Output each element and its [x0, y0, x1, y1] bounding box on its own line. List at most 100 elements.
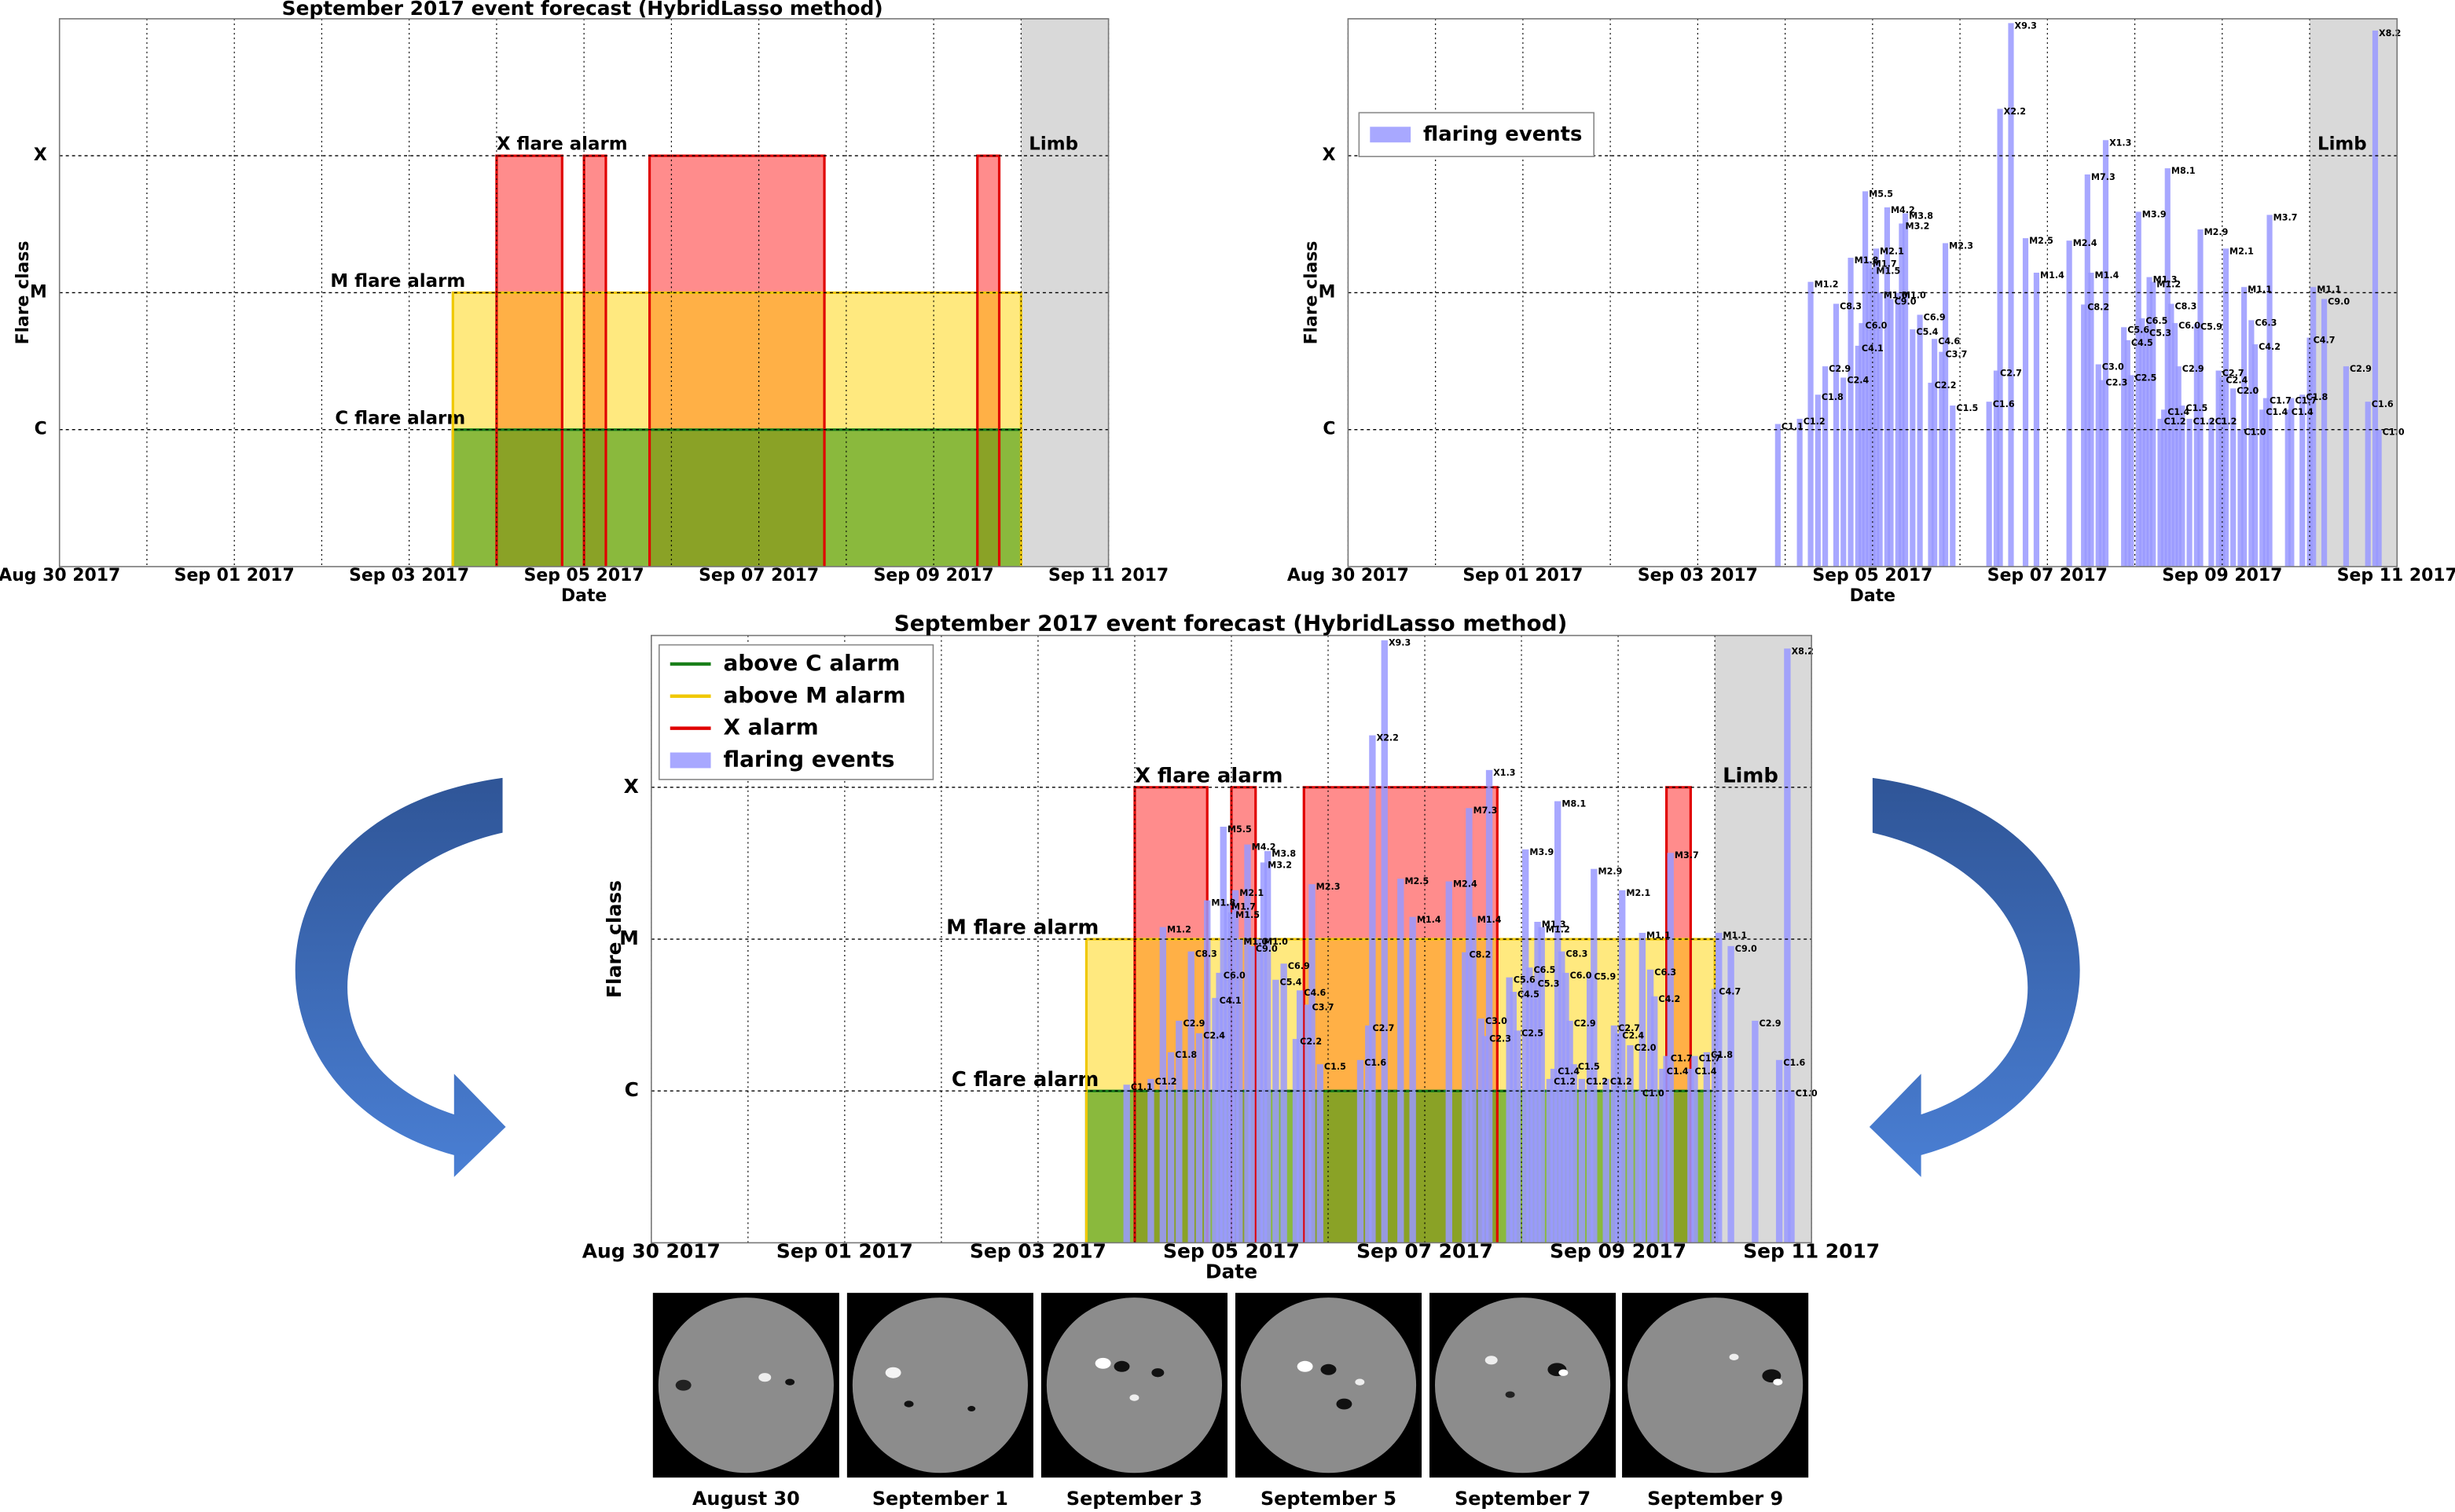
flare-label: C2.3 — [1489, 1033, 1511, 1044]
alarm-label: M flare alarm — [946, 916, 1099, 940]
flare-label: X1.3 — [2109, 138, 2131, 148]
flare-bar — [1244, 844, 1251, 1243]
flare-label: C6.0 — [1866, 321, 1888, 331]
flare-bar — [1950, 406, 1956, 567]
flare-bar — [1997, 108, 2003, 567]
flare-bar — [2241, 287, 2248, 567]
plot-border — [651, 634, 1812, 1244]
flare-bar — [1187, 951, 1194, 1243]
flare-label: X9.3 — [2015, 20, 2037, 31]
image-caption: September 7 — [1455, 1488, 1591, 1510]
flare-bar — [2088, 272, 2094, 567]
flare-label: M5.5 — [1869, 189, 1893, 199]
flare-label: M5.5 — [1228, 824, 1252, 835]
flare-label: M3.9 — [1529, 847, 1554, 857]
flare-label: M7.3 — [2091, 172, 2116, 182]
flare-label: C3.7 — [1312, 1002, 1334, 1012]
flare-bar — [2299, 395, 2306, 567]
x-tick-label: Sep 07 2017 — [1356, 1239, 1493, 1262]
flare-bar — [2175, 366, 2182, 567]
alarm-label: M flare alarm — [330, 271, 465, 292]
x-axis-label: Date — [1205, 1260, 1257, 1283]
flare-bar — [1986, 402, 1992, 567]
flare-label: C2.9 — [1574, 1018, 1596, 1029]
legend-swatch — [670, 752, 711, 769]
flare-label: M3.8 — [1272, 849, 1296, 859]
flare-label: M1.8 — [1211, 898, 1235, 908]
flare-label: M2.5 — [1404, 876, 1429, 886]
flare-bar — [1554, 801, 1561, 1243]
flare-label: C1.1 — [1131, 1082, 1153, 1092]
flare-bar — [1815, 395, 1821, 567]
flare-bar — [1866, 261, 1872, 567]
flare-label: C9.0 — [1256, 944, 1278, 954]
y-tick-label: M — [619, 927, 639, 949]
limb-label: Limb — [2317, 134, 2367, 155]
flare-label: C6.9 — [1924, 313, 1946, 323]
flare-bar — [1316, 1064, 1323, 1243]
magnetogram-region — [885, 1367, 901, 1378]
flare-label: C3.7 — [1945, 350, 1967, 360]
flare-label: C4.7 — [2314, 336, 2336, 346]
flare-bar — [1546, 1078, 1554, 1243]
flare-label: C8.3 — [2174, 302, 2196, 312]
flare-label: C2.7 — [2000, 369, 2022, 379]
flare-label: M2.1 — [1239, 888, 1264, 898]
flare-bar — [1506, 977, 1513, 1243]
x-tick-label: Sep 01 2017 — [174, 566, 295, 585]
flare-bar — [1840, 377, 1847, 567]
flare-bar — [1591, 868, 1598, 1243]
flare-bar — [1477, 1018, 1484, 1243]
flare-bar — [1602, 1078, 1609, 1243]
flare-label: C1.0 — [1642, 1088, 1664, 1099]
flare-bar — [1873, 248, 1880, 567]
flare-bar — [2310, 287, 2317, 567]
flare-bar — [1942, 243, 1949, 567]
flare-label: M3.2 — [1268, 860, 1292, 870]
flare-bar — [1848, 257, 1854, 567]
flare-bar — [2022, 238, 2029, 567]
flare-bar — [1272, 979, 1279, 1243]
magnetogram-region — [1558, 1369, 1569, 1376]
image-caption: September 5 — [1261, 1488, 1396, 1510]
y-tick-label: X — [624, 775, 639, 798]
flare-bar — [1619, 890, 1626, 1243]
flare-label: M2.1 — [2229, 246, 2254, 256]
flare-bar — [1470, 916, 1477, 1243]
magnetogram-region — [904, 1400, 914, 1407]
flare-label: C4.5 — [1517, 989, 1539, 1000]
flare-bar — [1514, 1030, 1521, 1243]
x-tick-label: Sep 01 2017 — [1462, 566, 1583, 585]
alarm-label: C flare alarm — [335, 408, 465, 428]
flare-label: C2.0 — [1635, 1043, 1657, 1053]
flare-bar — [1716, 933, 1723, 1243]
magnetogram-disc — [658, 1297, 834, 1473]
magnetogram-region — [967, 1406, 976, 1412]
flare-bar — [2033, 272, 2040, 567]
flare-bar — [1123, 1084, 1130, 1243]
flare-label: C9.0 — [1895, 296, 1917, 306]
flare-bar — [1526, 967, 1533, 1243]
flare-label: M1.4 — [2095, 270, 2119, 281]
flare-bar — [2259, 409, 2266, 567]
x-axis-label: Date — [561, 586, 607, 606]
x-tick-label: Sep 09 2017 — [874, 566, 994, 585]
flare-bar — [1204, 900, 1211, 1243]
flare-bar — [1902, 213, 1909, 567]
flare-bar — [1462, 952, 1469, 1243]
flare-bar — [1485, 769, 1493, 1243]
x-tick-label: Aug 30 2017 — [0, 566, 120, 585]
flare-bar — [2219, 377, 2226, 567]
flare-bar — [2102, 140, 2109, 567]
flare-label: C4.2 — [2259, 342, 2281, 352]
image-caption: September 3 — [1066, 1488, 1202, 1510]
flare-label: M1.5 — [1235, 910, 1260, 920]
flare-label: C1.6 — [1364, 1058, 1386, 1068]
flare-label: C1.0 — [1796, 1088, 1818, 1099]
flare-bar — [1646, 969, 1654, 1243]
flare-label: C5.4 — [1280, 978, 1302, 988]
flare-bar — [2084, 174, 2090, 567]
flare-label: C1.6 — [1783, 1058, 1805, 1068]
